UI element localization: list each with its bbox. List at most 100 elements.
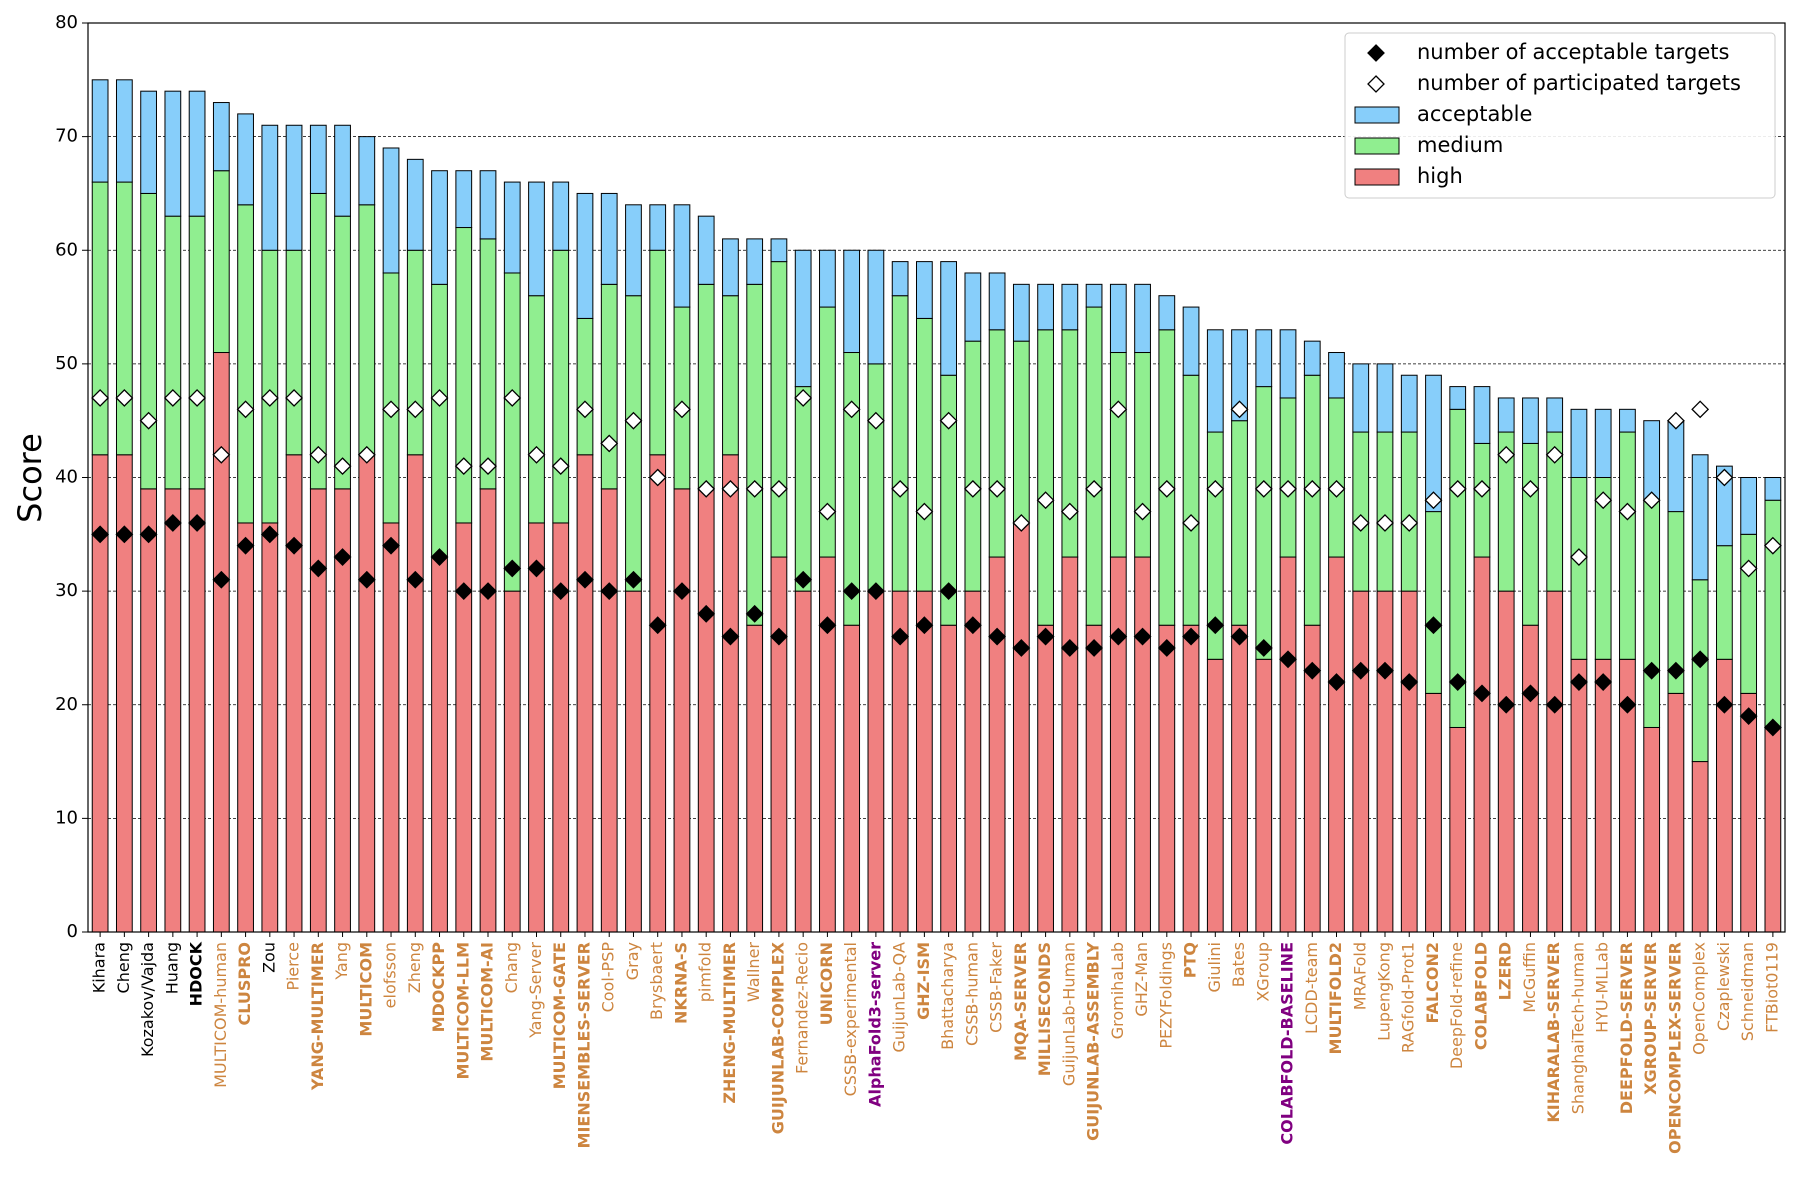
bar-segment — [528, 295, 545, 524]
bar-segment — [91, 79, 109, 183]
bar-segment — [819, 556, 836, 933]
x-tick-label: MQA-SERVER — [1011, 942, 1030, 1061]
x-tick-label: DEEPFOLD-SERVER — [1617, 942, 1636, 1114]
x-tick-label: RAGfold-Prot1 — [1399, 942, 1418, 1053]
bar-segment — [746, 283, 764, 626]
marker — [673, 582, 691, 601]
bar-segment — [1012, 283, 1030, 342]
marker — [1157, 639, 1176, 657]
marker — [479, 457, 497, 476]
marker — [963, 616, 982, 635]
bar-segment — [1037, 283, 1054, 331]
marker — [285, 536, 303, 555]
marker — [1545, 695, 1564, 714]
bar-segment — [188, 488, 206, 933]
bar-segment — [261, 522, 279, 933]
x-tick-label: PTQ — [1181, 942, 1200, 978]
bar-segment — [1570, 658, 1588, 933]
bar-segment — [1522, 397, 1539, 444]
bar-segment — [940, 261, 958, 376]
bar-segment — [867, 249, 885, 365]
bar-segment — [140, 488, 157, 933]
bar-segment — [673, 204, 691, 308]
bar-segment — [479, 238, 497, 490]
bar-segment — [964, 590, 982, 933]
bar-segment — [1740, 533, 1758, 694]
marker — [1060, 639, 1079, 657]
marker — [188, 514, 207, 532]
bar-segment — [1158, 329, 1176, 626]
marker — [1254, 639, 1273, 657]
bar-segment — [1643, 420, 1661, 501]
x-tick-label: Brysbaert — [647, 942, 666, 1020]
x-tick-label: CLUSPRO — [235, 942, 254, 1026]
bar-segment — [915, 317, 933, 592]
bar-segment — [334, 215, 351, 490]
marker — [1666, 661, 1685, 680]
marker — [139, 411, 158, 430]
legend-label: number of participated targets — [1417, 71, 1741, 95]
bar-segment — [1619, 408, 1636, 433]
marker — [1157, 479, 1176, 498]
marker — [1715, 468, 1734, 487]
x-tick-label: CSSB-human — [962, 942, 981, 1046]
marker — [1594, 491, 1613, 510]
marker — [309, 445, 328, 464]
x-tick-label: KIHARALAB-SERVER — [1544, 942, 1563, 1123]
bar-segment — [915, 261, 933, 319]
bar-segment — [406, 158, 424, 251]
marker — [1424, 616, 1443, 635]
bar-segment — [673, 306, 691, 490]
bar-segment — [1764, 477, 1782, 501]
bar-segment — [576, 454, 594, 933]
bar-segment — [1061, 283, 1079, 331]
marker — [91, 525, 110, 544]
marker — [745, 479, 764, 498]
marker — [1109, 627, 1128, 646]
bar-segment — [140, 192, 157, 490]
bar-segment — [1740, 692, 1758, 933]
legend-box — [1344, 32, 1776, 199]
x-tick-label: pimfold — [696, 942, 715, 1002]
bar-segment — [625, 295, 642, 592]
marker — [1497, 695, 1516, 714]
x-tick-label: GHZ-ISM — [914, 942, 933, 1020]
x-tick-label: FTBiot0119 — [1762, 942, 1781, 1033]
marker — [454, 582, 473, 601]
x-tick-label: LZERD — [1496, 942, 1515, 1000]
x-tick-label: HYU-MLLab — [1593, 942, 1612, 1033]
marker — [1109, 400, 1128, 419]
bar-segment — [600, 192, 618, 285]
bar-segment — [1667, 692, 1685, 933]
legend-swatch — [1354, 106, 1400, 124]
marker — [600, 582, 619, 601]
marker — [915, 502, 934, 521]
marker — [503, 389, 522, 407]
marker — [551, 457, 570, 476]
legend-label: acceptable — [1417, 102, 1532, 126]
marker — [1521, 479, 1540, 498]
bar-segment — [843, 249, 861, 354]
bar-segment — [819, 249, 836, 308]
bar-segment — [1352, 363, 1370, 433]
bar-segment — [794, 249, 812, 388]
bar-segment — [358, 454, 376, 933]
bar-segment — [1740, 477, 1758, 535]
bar-segment — [988, 272, 1006, 331]
bar-segment — [867, 363, 885, 592]
bar-segment — [1764, 726, 1782, 933]
legend-label: high — [1417, 164, 1463, 188]
bar-segment — [1279, 329, 1297, 399]
x-tick-label: OpenComplex — [1690, 942, 1709, 1055]
marker — [1012, 639, 1031, 657]
marker — [842, 400, 861, 419]
marker — [697, 479, 716, 498]
bar-segment — [625, 590, 642, 933]
bar-segment — [1473, 442, 1491, 558]
marker — [1085, 479, 1103, 498]
bar-segment — [1328, 397, 1345, 558]
marker — [866, 411, 885, 430]
bar-segment — [915, 590, 933, 933]
bar-segment — [261, 124, 279, 251]
bar-segment — [891, 295, 909, 592]
